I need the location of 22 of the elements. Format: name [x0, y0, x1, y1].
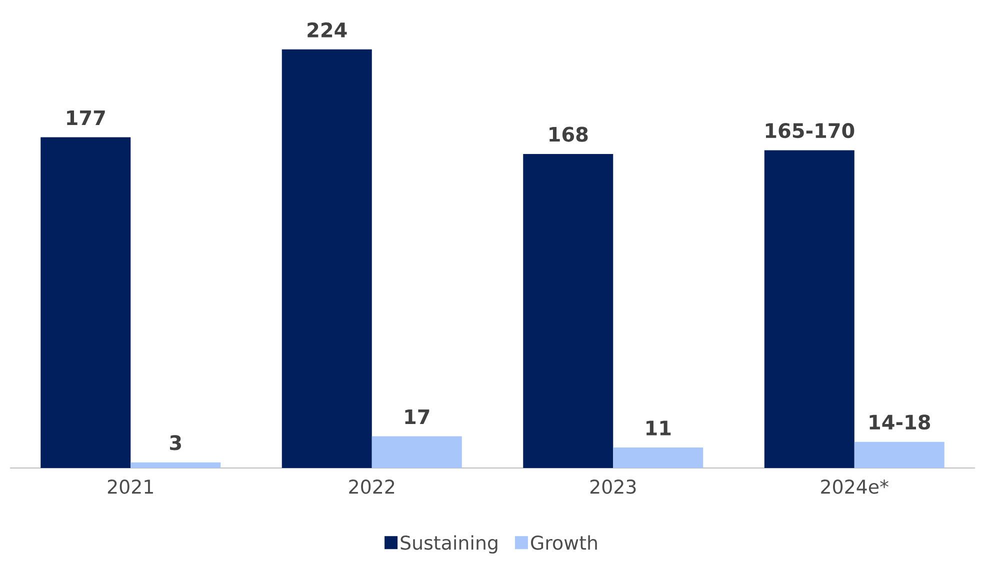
legend-label: Growth — [531, 535, 597, 550]
data-label: 224 — [308, 22, 347, 38]
x-tick-label: 2024e* — [821, 480, 888, 494]
bar — [130, 462, 221, 468]
bar — [764, 150, 854, 468]
bar — [282, 49, 372, 468]
bar — [372, 436, 462, 468]
bar — [523, 154, 614, 468]
x-tick-label: 2022 — [349, 480, 394, 494]
data-label: 165-170 — [766, 123, 854, 138]
data-label: 11 — [646, 420, 671, 436]
data-label: 177 — [67, 110, 105, 126]
data-label: 17 — [405, 410, 430, 424]
x-tick-label: 2021 — [108, 480, 153, 494]
data-label: 14-18 — [870, 414, 930, 430]
data-label: 168 — [550, 126, 588, 142]
bar — [40, 137, 131, 468]
legend-label: Sustaining — [400, 535, 498, 554]
bar — [854, 442, 944, 468]
x-tick-label: 2023 — [590, 480, 636, 494]
bar — [613, 447, 704, 468]
data-label: 3 — [170, 435, 181, 450]
